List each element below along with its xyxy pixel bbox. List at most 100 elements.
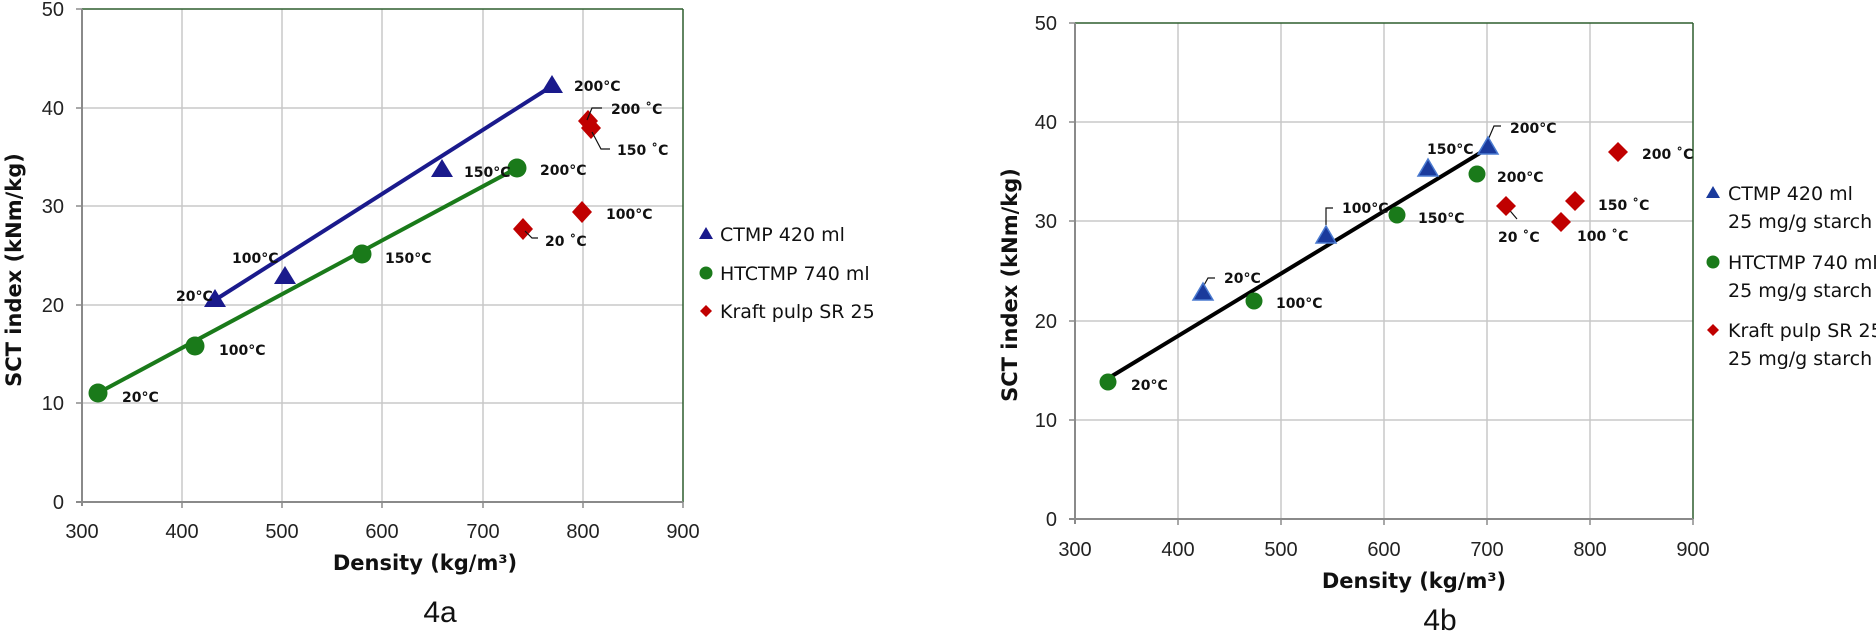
point-label: 200°C bbox=[1510, 121, 1557, 137]
point-label: 100°C bbox=[219, 343, 266, 359]
triangle-icon bbox=[699, 227, 713, 239]
chart-4b-ctmp-series bbox=[1191, 135, 1500, 301]
legend-label: CTMP 420 ml bbox=[720, 224, 845, 246]
y-tick: 10 bbox=[1035, 410, 1057, 432]
circle-marker bbox=[1245, 292, 1263, 310]
triangle-icon bbox=[1706, 186, 1720, 198]
chart-4a-htctmp-trendline bbox=[97, 166, 518, 395]
chart-4b-grid bbox=[1075, 23, 1693, 519]
circle-marker bbox=[352, 244, 372, 264]
x-tick: 300 bbox=[1058, 539, 1091, 561]
triangle-marker bbox=[1476, 135, 1500, 155]
y-tick: 50 bbox=[1035, 13, 1057, 35]
chart-4b-x-ticks: 300 400 500 600 700 800 900 bbox=[1058, 539, 1709, 561]
x-tick: 500 bbox=[1264, 539, 1297, 561]
legend-label: Kraft pulp SR 25 bbox=[1728, 320, 1876, 342]
chart-4b-caption: 4b bbox=[1423, 604, 1456, 636]
legend-item-kraft-starch: Kraft pulp SR 25 25 mg/g starch bbox=[1707, 320, 1876, 370]
diamond-marker bbox=[581, 117, 601, 139]
legend-label: 25 mg/g starch bbox=[1728, 348, 1872, 370]
x-tick: 300 bbox=[65, 521, 98, 543]
point-label: 20°C bbox=[176, 289, 213, 305]
triangle-marker bbox=[1191, 281, 1215, 301]
circle-marker bbox=[507, 158, 527, 178]
point-label: 20°C bbox=[1131, 378, 1168, 394]
legend-label: Kraft pulp SR 25 bbox=[720, 301, 875, 323]
x-tick: 400 bbox=[165, 521, 198, 543]
chart-4a: 50 40 30 20 10 0 300 400 500 600 700 800… bbox=[2, 0, 875, 629]
y-tick: 40 bbox=[42, 98, 64, 120]
triangle-marker bbox=[1416, 157, 1440, 177]
chart-4a-y-ticks: 50 40 30 20 10 0 bbox=[42, 0, 64, 514]
diamond-marker bbox=[1551, 212, 1571, 232]
x-tick: 800 bbox=[566, 521, 599, 543]
point-label: 150 ˚C bbox=[617, 142, 668, 159]
x-tick: 400 bbox=[1161, 539, 1194, 561]
point-label: 150°C bbox=[1427, 142, 1474, 158]
point-label: 200°C bbox=[540, 163, 587, 179]
x-tick: 600 bbox=[365, 521, 398, 543]
chart-4a-x-ticks: 300 400 500 600 700 800 900 bbox=[65, 521, 699, 543]
circle-marker bbox=[1099, 373, 1117, 391]
chart-4b: 50 40 30 20 10 0 300 400 500 600 700 800… bbox=[998, 13, 1876, 636]
diamond-marker bbox=[1608, 142, 1628, 162]
legend-item-htctmp: HTCTMP 740 ml bbox=[699, 263, 870, 285]
x-tick: 900 bbox=[1676, 539, 1709, 561]
x-tick: 500 bbox=[265, 521, 298, 543]
legend-item-kraft: Kraft pulp SR 25 bbox=[700, 301, 875, 323]
chart-4a-y-axis-title: SCT index (kNm/kg) bbox=[2, 153, 26, 387]
chart-4a-x-axis-title: Density (kg/m³) bbox=[333, 551, 517, 575]
legend-label: HTCTMP 740 ml bbox=[720, 263, 870, 285]
circle-marker bbox=[1468, 165, 1486, 183]
chart-4b-legend: CTMP 420 ml 25 mg/g starch HTCTMP 740 ml… bbox=[1706, 183, 1876, 370]
point-label: 100°C bbox=[1276, 296, 1323, 312]
legend-label: 25 mg/g starch bbox=[1728, 280, 1872, 302]
y-tick: 0 bbox=[1046, 509, 1057, 531]
y-tick: 30 bbox=[1035, 211, 1057, 233]
point-label: 20°C bbox=[1224, 271, 1261, 287]
point-label: 150°C bbox=[1418, 211, 1465, 227]
circle-icon bbox=[699, 266, 713, 280]
circle-marker bbox=[185, 336, 205, 356]
chart-4a-grid bbox=[82, 9, 683, 502]
point-label: 200°C bbox=[574, 79, 621, 95]
point-label: 200 ˚C bbox=[611, 101, 662, 118]
point-label: 100°C bbox=[1342, 201, 1389, 217]
y-tick: 0 bbox=[53, 492, 64, 514]
y-tick: 10 bbox=[42, 393, 64, 415]
circle-icon bbox=[1706, 255, 1720, 269]
point-label: 20 ˚C bbox=[1498, 229, 1540, 246]
diamond-icon bbox=[1707, 324, 1719, 336]
chart-4a-kraft-series bbox=[513, 110, 601, 240]
legend-label: 25 mg/g starch bbox=[1728, 211, 1872, 233]
x-tick: 700 bbox=[466, 521, 499, 543]
y-tick: 30 bbox=[42, 196, 64, 218]
point-label: 200 ˚C bbox=[1642, 146, 1693, 163]
chart-4a-legend: CTMP 420 ml HTCTMP 740 ml Kraft pulp SR … bbox=[699, 224, 875, 323]
point-label: 20°C bbox=[122, 390, 159, 406]
chart-4b-y-axis-title: SCT index (kNm/kg) bbox=[998, 168, 1022, 402]
x-tick: 700 bbox=[1470, 539, 1503, 561]
point-label: 100 ˚C bbox=[1577, 228, 1628, 245]
chart-4b-trendline bbox=[1110, 148, 1487, 378]
legend-item-ctmp: CTMP 420 ml bbox=[699, 224, 845, 246]
diamond-marker bbox=[1565, 191, 1585, 211]
diamond-icon bbox=[700, 305, 712, 317]
chart-4b-y-ticks: 50 40 30 20 10 0 bbox=[1035, 13, 1057, 531]
triangle-marker bbox=[541, 75, 563, 93]
x-tick: 900 bbox=[666, 521, 699, 543]
x-tick: 800 bbox=[1573, 539, 1606, 561]
legend-label: CTMP 420 ml bbox=[1728, 183, 1853, 205]
triangle-marker bbox=[204, 289, 226, 307]
chart-4a-leader-lines bbox=[524, 107, 610, 239]
point-label: 100°C bbox=[606, 207, 653, 223]
point-label: 100°C bbox=[232, 251, 279, 267]
circle-marker bbox=[1388, 206, 1406, 224]
chart-4b-point-labels: 20°C 100°C 150°C 200°C 20°C 100°C 150°C … bbox=[1131, 121, 1693, 394]
chart-4a-caption: 4a bbox=[423, 596, 457, 629]
triangle-marker bbox=[1314, 224, 1338, 244]
x-tick: 600 bbox=[1367, 539, 1400, 561]
triangle-marker bbox=[274, 266, 296, 284]
y-tick: 20 bbox=[42, 295, 64, 317]
